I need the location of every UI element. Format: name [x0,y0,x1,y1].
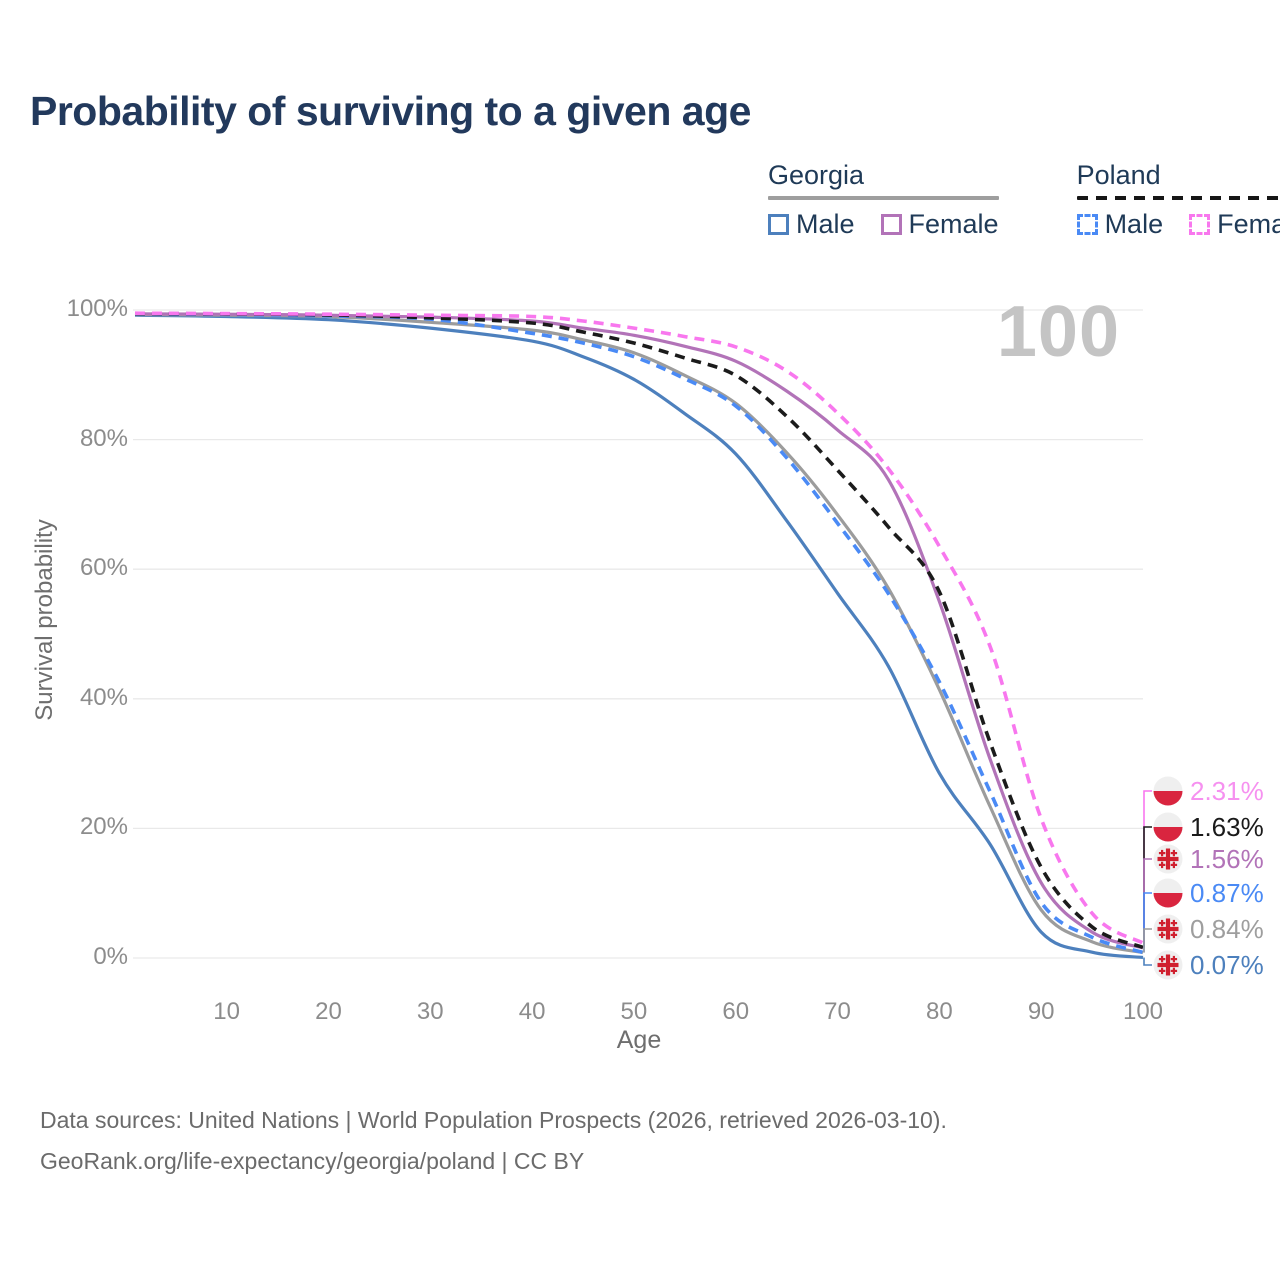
georgia-female-swatch-icon [880,214,902,235]
x-tick-label-70: 70 [824,998,851,1025]
y-tick-label-100%: 100% [66,295,128,322]
end-value-georgia_male: 0.07% [1190,949,1264,980]
poland-flag-icon [1153,776,1183,806]
leader-line-georgia_female [1143,858,1152,948]
y-tick-label-20%: 20% [79,813,128,841]
poland-female-swatch-icon [1189,214,1211,235]
footer-sources-line: Data sources: United Nations | World Pop… [40,1107,947,1133]
chart-footer: Data sources: United Nations | World Pop… [40,1100,947,1182]
leader-line-georgia_male [1143,957,1152,966]
y-tick-label-80%: 80% [79,424,128,452]
x-tick-label-80: 80 [926,998,953,1025]
leader-line-poland_female [1143,790,1152,943]
end-label-georgia_male: 0.07% [1153,949,1264,981]
curve-georgia_male[interactable] [134,313,1144,960]
georgia-flag-icon [1153,844,1183,874]
georgia-all-line-key [768,196,999,200]
poland-all-line-key [1076,196,1280,200]
end-label-poland_female: 2.31% [1153,775,1264,807]
age-100-watermark: 100 [996,292,1120,372]
x-tick-label-90: 90 [1027,998,1055,1025]
curve-poland_all[interactable] [134,311,1144,950]
end-value-poland_all: 1.63% [1190,811,1264,842]
y-tick-label-60%: 60% [79,554,128,582]
curve-poland_male[interactable] [134,312,1144,955]
legend-group-poland: Poland Male Female [1076,160,1280,240]
end-value-poland_female: 2.31% [1190,775,1264,806]
end-value-georgia_female: 1.56% [1190,843,1264,874]
leader-line-georgia_all [1143,928,1152,953]
legend-georgia-female-label: Female [908,209,999,239]
y-tick-label-40%: 40% [79,683,128,711]
legend-poland-male[interactable]: Male [1076,209,1164,240]
y-tick-label-0%: 0% [93,943,128,970]
x-tick-label-50: 50 [620,998,648,1025]
poland-flag-icon [1153,878,1183,908]
legend-poland-female[interactable]: Female [1189,209,1280,240]
curve-georgia_all[interactable] [134,312,1144,955]
end-label-georgia_all: 0.84% [1153,913,1264,945]
chart-legend: Georgia Male Female Poland [768,160,1280,240]
end-label-poland_male: 0.87% [1153,877,1264,909]
x-axis-title: Age [616,1026,662,1054]
legend-poland-title[interactable]: Poland [1076,160,1280,200]
legend-poland-items: Male Female [1076,209,1280,240]
x-tick-label-30: 30 [416,998,444,1025]
footer-url-line: GeoRank.org/life-expectancy/georgia/pola… [40,1148,585,1174]
end-label-georgia_female: 1.56% [1153,843,1264,875]
legend-poland-male-label: Male [1104,209,1164,239]
curve-georgia_female[interactable] [134,312,1144,950]
x-tick-label-60: 60 [722,998,750,1025]
legend-group-georgia: Georgia Male Female [768,160,999,240]
legend-poland-female-label: Female [1217,209,1280,239]
legend-georgia-label[interactable]: Georgia [768,160,865,190]
end-value-georgia_all: 0.84% [1190,913,1264,944]
end-label-poland_all: 1.63% [1153,811,1264,843]
legend-poland-label[interactable]: Poland [1076,160,1161,190]
leader-line-poland_male [1143,892,1152,953]
legend-georgia-male-label: Male [796,209,855,239]
georgia-flag-icon [1153,914,1183,944]
x-tick-label-20: 20 [315,998,342,1025]
legend-georgia-male[interactable]: Male [768,209,855,240]
page-title: Probability of surviving to a given age [30,88,751,134]
georgia-male-swatch-icon [768,214,789,235]
legend-georgia-female[interactable]: Female [880,209,999,240]
x-tick-label-10: 10 [213,998,240,1025]
x-tick-label-100: 100 [1122,998,1164,1025]
poland-male-swatch-icon [1076,214,1098,235]
x-tick-label-40: 40 [518,998,546,1025]
georgia-flag-icon [1153,950,1183,980]
legend-georgia-items: Male Female [768,209,999,240]
poland-flag-icon [1153,812,1183,842]
y-axis-title: Survival probability [31,519,58,721]
legend-georgia-title[interactable]: Georgia [768,160,999,200]
curve-poland_female[interactable] [134,311,1144,945]
end-value-poland_male: 0.87% [1190,877,1264,908]
